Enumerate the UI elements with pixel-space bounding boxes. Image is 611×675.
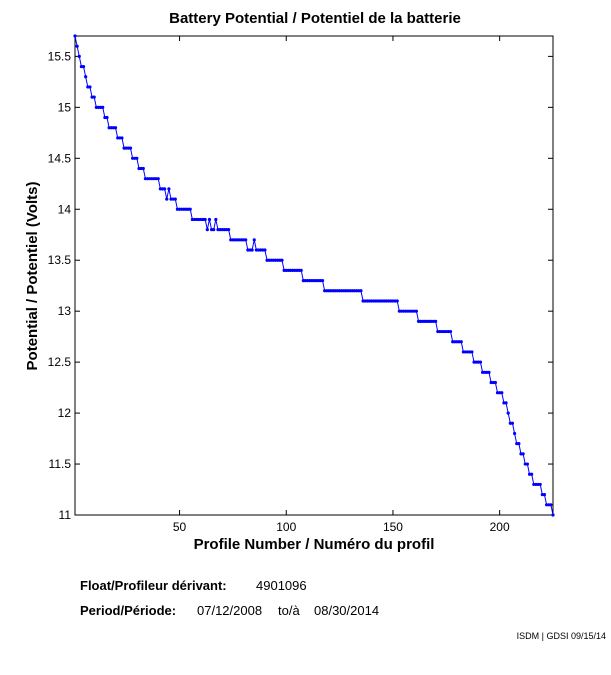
- data-point: [84, 75, 88, 79]
- x-tick-label: 100: [276, 520, 296, 534]
- data-point: [478, 360, 483, 364]
- data-point: [549, 503, 553, 507]
- data-point: [551, 513, 555, 517]
- data-point: [510, 421, 515, 425]
- data-point: [227, 228, 231, 232]
- data-point: [135, 156, 139, 160]
- data-point: [504, 401, 508, 405]
- data-point: [105, 115, 109, 120]
- data-point: [414, 309, 419, 313]
- data-point: [128, 146, 133, 150]
- x-tick-label: 200: [490, 520, 510, 534]
- data-point: [434, 319, 438, 323]
- data-point: [320, 278, 325, 283]
- data-point: [538, 482, 542, 487]
- data-point: [512, 431, 517, 436]
- y-tick-label: 13.5: [48, 253, 72, 267]
- credit: ISDM | GDSI 09/15/14: [517, 631, 606, 641]
- data-point: [141, 166, 145, 171]
- data-point: [493, 380, 497, 385]
- data-point: [81, 64, 86, 69]
- data-point: [207, 217, 212, 222]
- y-tick-label: 12.5: [48, 355, 72, 369]
- data-point: [487, 370, 491, 374]
- y-tick-label: 14.5: [48, 151, 72, 165]
- data-point: [448, 329, 453, 334]
- y-tick-label: 11.5: [49, 457, 72, 471]
- y-tick-label: 15: [58, 100, 72, 114]
- data-point: [212, 228, 216, 232]
- y-tick-label: 12: [58, 406, 72, 420]
- data-point: [299, 268, 303, 273]
- float-id: 4901096: [256, 578, 307, 593]
- data-point: [459, 340, 463, 344]
- data-point: [506, 411, 510, 415]
- data-point: [530, 472, 534, 476]
- data-line: [74, 35, 554, 516]
- data-point: [188, 207, 192, 211]
- data-point: [113, 126, 118, 130]
- data-point: [525, 462, 529, 466]
- data-point: [203, 217, 207, 222]
- data-point: [101, 105, 105, 109]
- y-tick-label: 14: [58, 202, 72, 216]
- float-label: Float/Profileur dérivant:: [80, 578, 227, 593]
- data-point: [280, 258, 284, 262]
- period-to: to/à: [278, 603, 300, 618]
- data-point: [263, 248, 267, 252]
- data-point: [156, 177, 160, 181]
- period-label: Period/Période:: [80, 603, 176, 618]
- period-end: 08/30/2014: [314, 603, 379, 618]
- data-point: [165, 197, 169, 201]
- chart-title: Battery Potential / Potentiel de la batt…: [169, 10, 461, 27]
- data-point: [395, 299, 399, 303]
- y-tick-label: 13: [58, 304, 72, 318]
- data-point: [88, 85, 92, 89]
- data-point: [77, 54, 81, 58]
- data-point: [244, 238, 248, 242]
- x-tick-label: 50: [173, 520, 187, 534]
- y-tick-label: 11: [59, 508, 72, 522]
- data-point: [167, 187, 171, 191]
- data-point: [120, 136, 124, 140]
- data-point: [250, 248, 254, 252]
- data-point: [252, 238, 256, 242]
- data-point: [205, 228, 209, 232]
- y-axis-label: Potential / Potentiel (Volts): [24, 182, 41, 371]
- data-point: [500, 391, 504, 395]
- plot-frame: [74, 35, 554, 516]
- data-point: [542, 493, 547, 497]
- data-point: [75, 44, 79, 48]
- data-point: [521, 452, 525, 456]
- data-point: [163, 187, 167, 191]
- period-start: 07/12/2008: [197, 603, 262, 618]
- data-point: [73, 34, 77, 38]
- data-point: [359, 289, 363, 293]
- data-point: [214, 217, 218, 222]
- data-point: [517, 442, 521, 446]
- x-axis-label: Profile Number / Numéro du profil: [194, 536, 435, 553]
- x-tick-label: 150: [383, 520, 403, 534]
- y-tick-label: 15.5: [48, 49, 72, 63]
- data-point: [470, 350, 474, 354]
- data-point: [92, 95, 96, 99]
- data-point: [173, 197, 177, 201]
